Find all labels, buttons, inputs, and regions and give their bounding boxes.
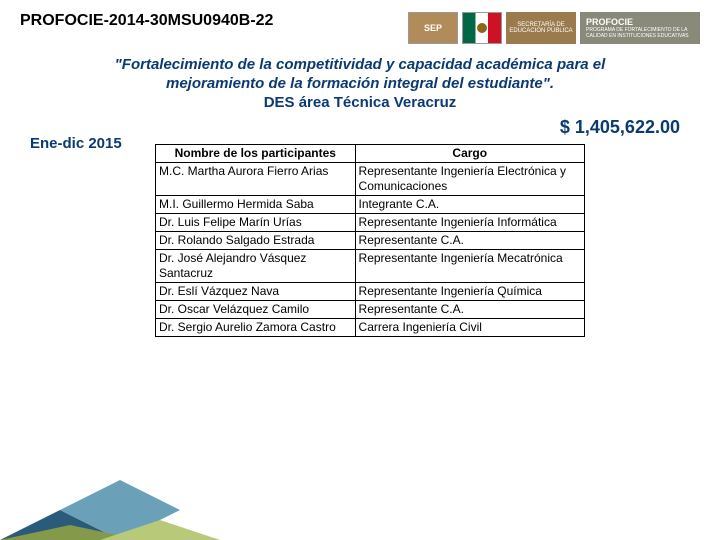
period-label: Ene-dic 2015 [30, 135, 122, 152]
cell-role: Representante Ingeniería Química [355, 282, 584, 300]
cell-role: Integrante C.A. [355, 195, 584, 213]
sep-logo-icon: SEP [408, 12, 458, 44]
profocie-logo-text: PROFOCIE [586, 17, 633, 27]
table-row: Dr. Eslí Vázquez NavaRepresentante Ingen… [156, 282, 585, 300]
table-row: Dr. Oscar Velázquez CamiloRepresentante … [156, 300, 585, 318]
cell-name: Dr. Sergio Aurelio Zamora Castro [156, 318, 356, 336]
cell-role: Representante Ingeniería Mecatrónica [355, 249, 584, 282]
cell-name: Dr. Rolando Salgado Estrada [156, 231, 356, 249]
profocie-logo-icon: PROFOCIE PROGRAMA DE FORTALECIMIENTO DE … [580, 12, 700, 44]
cell-role: Representante Ingeniería Informática [355, 213, 584, 231]
logo-bar: SEP SECRETARÍA DE EDUCACIÓN PÚBLICA PROF… [408, 12, 700, 44]
footer-decoration-icon [0, 480, 720, 540]
table-row: M.C. Martha Aurora Fierro AriasRepresent… [156, 162, 585, 195]
col-header-role: Cargo [355, 144, 584, 162]
document-code: PROFOCIE-2014-30MSU0940B-22 [20, 12, 273, 30]
cell-name: Dr. Oscar Velázquez Camilo [156, 300, 356, 318]
cell-name: Dr. José Alejandro Vásquez Santacruz [156, 249, 356, 282]
table-row: Dr. José Alejandro Vásquez SantacruzRepr… [156, 249, 585, 282]
title-line-2: mejoramiento de la formación integral de… [30, 75, 690, 94]
profocie-logo-sub: PROGRAMA DE FORTALECIMIENTO DE LA CALIDA… [586, 27, 694, 39]
cell-name: Dr. Eslí Vázquez Nava [156, 282, 356, 300]
amount-label: $ 1,405,622.00 [560, 117, 680, 138]
table-row: Dr. Luis Felipe Marín UríasRepresentante… [156, 213, 585, 231]
sep-subtitle-icon: SECRETARÍA DE EDUCACIÓN PÚBLICA [506, 12, 576, 44]
cell-name: M.I. Guillermo Hermida Saba [156, 195, 356, 213]
cell-name: M.C. Martha Aurora Fierro Arias [156, 162, 356, 195]
table-row: M.I. Guillermo Hermida SabaIntegrante C.… [156, 195, 585, 213]
mexico-flag-icon [462, 12, 502, 44]
title-line-3: DES área Técnica Veracruz [30, 94, 690, 111]
cell-role: Representante Ingeniería Electrónica y C… [355, 162, 584, 195]
participants-table: Nombre de los participantes Cargo M.C. M… [155, 144, 585, 337]
cell-name: Dr. Luis Felipe Marín Urías [156, 213, 356, 231]
table-row: Dr. Rolando Salgado EstradaRepresentante… [156, 231, 585, 249]
col-header-name: Nombre de los participantes [156, 144, 356, 162]
title-line-1: "Fortalecimiento de la competitividad y … [30, 56, 690, 75]
title-block: "Fortalecimiento de la competitividad y … [0, 52, 720, 113]
cell-role: Representante C.A. [355, 300, 584, 318]
cell-role: Carrera Ingeniería Civil [355, 318, 584, 336]
table-row: Dr. Sergio Aurelio Zamora CastroCarrera … [156, 318, 585, 336]
cell-role: Representante C.A. [355, 231, 584, 249]
